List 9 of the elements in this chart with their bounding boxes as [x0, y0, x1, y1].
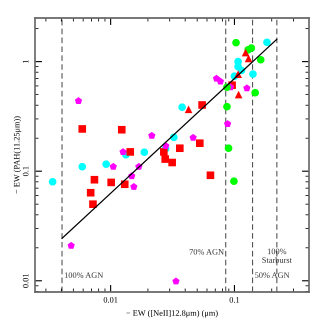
y-tick-label: 1 — [22, 60, 28, 63]
y-axis-title: − EW (PAH(11.25μm)) — [14, 116, 22, 194]
ref-line-label: 50% AGN — [255, 272, 290, 278]
y-tick-label: 0.1 — [22, 166, 28, 176]
ref-line-label: 100% AGN — [64, 272, 104, 278]
ref-line-label: 70% AGN — [190, 249, 224, 255]
y-tick-label: 0.01 — [22, 274, 28, 288]
ref-line-label: 100% Starburst — [262, 248, 292, 263]
x-axis-title: − EW ([NeII]12.8μm) (μm) — [126, 310, 218, 318]
